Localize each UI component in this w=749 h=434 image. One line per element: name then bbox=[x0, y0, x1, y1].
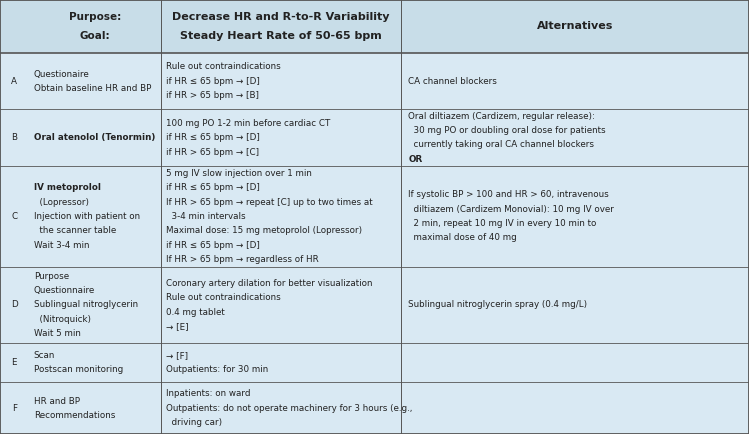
Text: Rule out contraindications: Rule out contraindications bbox=[166, 293, 281, 302]
Text: Injection with patient on: Injection with patient on bbox=[34, 212, 140, 221]
Bar bbox=[0, 109, 749, 166]
Text: if HR > 65 bpm → [B]: if HR > 65 bpm → [B] bbox=[166, 91, 259, 100]
Text: E: E bbox=[11, 358, 17, 367]
Text: A: A bbox=[11, 77, 17, 86]
Text: Outpatients: do not operate machinery for 3 hours (e.g.,: Outpatients: do not operate machinery fo… bbox=[166, 404, 413, 413]
Text: Obtain baseline HR and BP: Obtain baseline HR and BP bbox=[34, 84, 151, 93]
Text: Questionnaire: Questionnaire bbox=[34, 286, 95, 295]
Text: Rule out contraindications: Rule out contraindications bbox=[166, 62, 281, 72]
Text: Coronary artery dilation for better visualization: Coronary artery dilation for better visu… bbox=[166, 279, 373, 288]
Text: Alternatives: Alternatives bbox=[537, 21, 613, 32]
Text: maximal dose of 40 mg: maximal dose of 40 mg bbox=[408, 233, 517, 243]
Text: If HR > 65 bpm → regardless of HR: If HR > 65 bpm → regardless of HR bbox=[166, 255, 319, 264]
Bar bbox=[0, 343, 749, 382]
Text: 2 min, repeat 10 mg IV in every 10 min to: 2 min, repeat 10 mg IV in every 10 min t… bbox=[408, 219, 597, 228]
Text: Decrease HR and R-to-R Variability: Decrease HR and R-to-R Variability bbox=[172, 12, 389, 22]
Text: Sublingual nitroglycerin spray (0.4 mg/L): Sublingual nitroglycerin spray (0.4 mg/L… bbox=[408, 300, 587, 309]
Text: D: D bbox=[10, 300, 18, 309]
Text: Purpose: Purpose bbox=[34, 272, 69, 281]
Text: If systolic BP > 100 and HR > 60, intravenous: If systolic BP > 100 and HR > 60, intrav… bbox=[408, 191, 609, 200]
Text: 5 mg IV slow injection over 1 min: 5 mg IV slow injection over 1 min bbox=[166, 169, 312, 178]
Text: Sublingual nitroglycerin: Sublingual nitroglycerin bbox=[34, 300, 138, 309]
Text: Recommendations: Recommendations bbox=[34, 411, 115, 420]
Text: 30 mg PO or doubling oral dose for patients: 30 mg PO or doubling oral dose for patie… bbox=[408, 126, 606, 135]
Text: B: B bbox=[11, 133, 17, 142]
Text: Scan: Scan bbox=[34, 351, 55, 360]
Text: 100 mg PO 1-2 min before cardiac CT: 100 mg PO 1-2 min before cardiac CT bbox=[166, 119, 330, 128]
Text: → [E]: → [E] bbox=[166, 322, 189, 331]
Text: if HR ≤ 65 bpm → [D]: if HR ≤ 65 bpm → [D] bbox=[166, 240, 260, 250]
Text: C: C bbox=[11, 212, 17, 221]
Text: Wait 5 min: Wait 5 min bbox=[34, 329, 81, 338]
Text: driving car): driving car) bbox=[166, 418, 222, 427]
Text: Goal:: Goal: bbox=[79, 31, 110, 41]
Text: (Lopressor): (Lopressor) bbox=[34, 197, 88, 207]
Bar bbox=[0, 267, 749, 343]
Text: 3-4 min intervals: 3-4 min intervals bbox=[166, 212, 246, 221]
Text: → [F]: → [F] bbox=[166, 351, 189, 360]
Text: Questionaire: Questionaire bbox=[34, 69, 89, 79]
Bar bbox=[0, 0, 749, 53]
Text: Outpatients: for 30 min: Outpatients: for 30 min bbox=[166, 365, 269, 375]
Text: If HR > 65 bpm → repeat [C] up to two times at: If HR > 65 bpm → repeat [C] up to two ti… bbox=[166, 197, 373, 207]
Text: Oral diltiazem (Cardizem, regular release):: Oral diltiazem (Cardizem, regular releas… bbox=[408, 112, 595, 121]
Text: Oral atenolol (Tenormin): Oral atenolol (Tenormin) bbox=[34, 133, 155, 142]
Text: Inpatients: on ward: Inpatients: on ward bbox=[166, 389, 251, 398]
Text: if HR ≤ 65 bpm → [D]: if HR ≤ 65 bpm → [D] bbox=[166, 183, 260, 192]
Text: OR: OR bbox=[408, 155, 422, 164]
Text: F: F bbox=[12, 404, 16, 413]
Bar bbox=[0, 53, 749, 109]
Text: Purpose:: Purpose: bbox=[69, 12, 121, 22]
Text: HR and BP: HR and BP bbox=[34, 397, 79, 405]
Text: (Nitroquick): (Nitroquick) bbox=[34, 315, 91, 324]
Text: Postscan monitoring: Postscan monitoring bbox=[34, 365, 123, 375]
Bar bbox=[0, 166, 749, 267]
Text: Maximal dose: 15 mg metoprolol (Lopressor): Maximal dose: 15 mg metoprolol (Lopresso… bbox=[166, 226, 363, 235]
Text: if HR ≤ 65 bpm → [D]: if HR ≤ 65 bpm → [D] bbox=[166, 77, 260, 86]
Text: 0.4 mg tablet: 0.4 mg tablet bbox=[166, 308, 225, 316]
Text: diltiazem (Cardizem Monovial): 10 mg IV over: diltiazem (Cardizem Monovial): 10 mg IV … bbox=[408, 205, 614, 214]
Text: IV metoprolol: IV metoprolol bbox=[34, 183, 100, 192]
Text: CA channel blockers: CA channel blockers bbox=[408, 77, 497, 86]
Text: if HR > 65 bpm → [C]: if HR > 65 bpm → [C] bbox=[166, 148, 259, 157]
Bar bbox=[0, 382, 749, 434]
Text: Wait 3-4 min: Wait 3-4 min bbox=[34, 240, 89, 250]
Text: the scanner table: the scanner table bbox=[34, 226, 116, 235]
Text: Steady Heart Rate of 50-65 bpm: Steady Heart Rate of 50-65 bpm bbox=[180, 31, 382, 41]
Text: if HR ≤ 65 bpm → [D]: if HR ≤ 65 bpm → [D] bbox=[166, 133, 260, 142]
Text: currently taking oral CA channel blockers: currently taking oral CA channel blocker… bbox=[408, 141, 594, 149]
